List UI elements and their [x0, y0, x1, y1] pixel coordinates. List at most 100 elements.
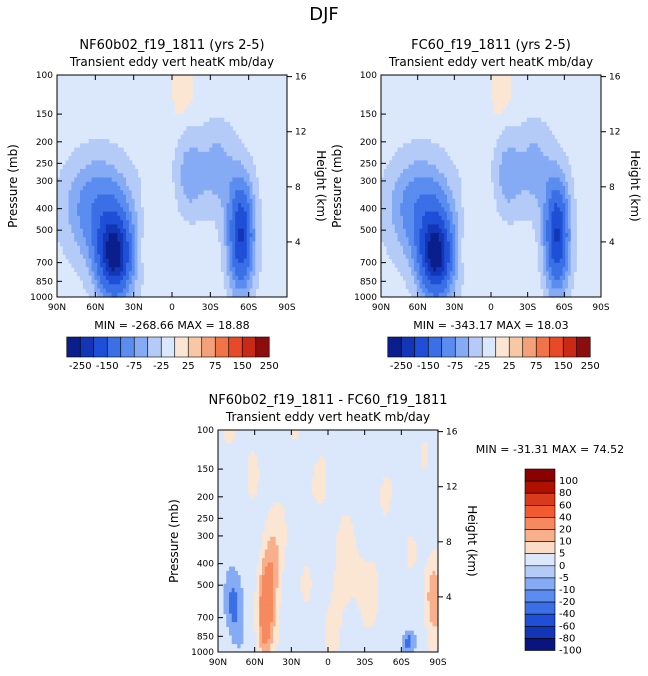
contour-cell: [554, 232, 558, 238]
contour-cell: [414, 156, 418, 161]
y-tick-label: 1000: [30, 293, 53, 303]
contour-cell: [80, 156, 84, 161]
contour-cell: [562, 271, 566, 277]
contour-cell: [559, 267, 564, 272]
contour-cell: [206, 134, 210, 140]
contour-cell: [270, 587, 274, 593]
contour-cell: [212, 130, 216, 136]
contour-cell: [548, 284, 553, 290]
contour-cell: [352, 562, 357, 568]
contour-cell: [551, 232, 555, 238]
contour-cell: [424, 617, 428, 623]
contour-cell: [68, 224, 72, 230]
contour-cell: [557, 207, 561, 213]
contour-cell: [392, 220, 396, 226]
contour-cell: [195, 190, 199, 196]
contour-cell: [262, 562, 266, 568]
contour-cell: [235, 194, 239, 200]
contour-cell: [273, 541, 277, 546]
contour-cell: [264, 553, 269, 559]
contour-cell: [341, 600, 346, 606]
contour-cell: [126, 203, 130, 208]
contour-cell: [223, 130, 228, 136]
contour-cell: [557, 151, 561, 157]
contour-cell: [449, 211, 454, 217]
contour-cell: [258, 203, 262, 208]
contour-cell: [413, 634, 417, 640]
contour-cell: [449, 279, 454, 285]
contour-cell: [123, 279, 127, 285]
contour-cell: [339, 592, 343, 598]
contour-cell: [65, 203, 70, 208]
contour-cell: [235, 173, 239, 179]
contour-cell: [209, 168, 213, 174]
contour-cell: [427, 634, 431, 640]
contour-cell: [540, 164, 544, 170]
contour-cell: [238, 190, 242, 196]
contour-cell: [432, 558, 436, 563]
contour-cell: [407, 536, 412, 542]
contour-cell: [243, 250, 248, 255]
contour-cell: [88, 139, 93, 144]
contour-cell: [427, 609, 431, 615]
contour-cell: [403, 267, 407, 272]
contour-cell: [267, 532, 271, 538]
contour-cell: [524, 164, 528, 170]
contour-cell: [103, 181, 107, 187]
contour-cell: [88, 151, 93, 157]
contour-cell: [77, 147, 81, 153]
contour-cell: [232, 143, 236, 149]
contour-cell: [336, 587, 340, 593]
contour-cell: [325, 643, 329, 649]
contour-cell: [192, 207, 196, 213]
contour-cell: [232, 245, 236, 251]
contour-cell: [195, 181, 199, 187]
contour-cell: [123, 177, 127, 183]
contour-cell: [229, 143, 233, 149]
contour-cell: [546, 262, 550, 268]
contour-cell: [499, 134, 503, 140]
contour-cell: [496, 168, 500, 174]
contour-cell: [65, 224, 70, 230]
contour-cell: [460, 224, 465, 230]
colorbar-box: [120, 336, 135, 358]
contour-cell: [380, 494, 384, 499]
contour-cell: [403, 186, 407, 191]
contour-cell: [433, 258, 437, 264]
contour-cell: [427, 639, 431, 645]
contour-cell: [422, 262, 426, 268]
contour-cell: [241, 194, 245, 200]
contour-cell: [510, 220, 514, 226]
contour-cell: [140, 267, 144, 272]
contour-cell: [392, 211, 396, 217]
contour-cell: [427, 160, 432, 166]
contour-cell: [521, 121, 525, 127]
contour-cell: [68, 207, 72, 213]
contour-cell: [441, 275, 445, 281]
contour-cell: [223, 605, 227, 610]
contour-cell: [496, 207, 500, 213]
contour-cell: [174, 177, 179, 183]
contour-cell: [100, 284, 104, 290]
contour-cell: [438, 279, 443, 285]
contour-cell: [358, 592, 362, 598]
contour-cell: [249, 250, 254, 255]
contour-cell: [246, 203, 251, 208]
contour-cell: [108, 241, 113, 247]
contour-cell: [562, 190, 566, 196]
contour-cell: [449, 194, 454, 200]
contour-cell: [117, 275, 121, 281]
contour-cell: [180, 92, 185, 97]
contour-cell: [126, 250, 130, 255]
contour-cell: [433, 288, 437, 294]
contour-cell: [243, 275, 248, 281]
contour-cell: [559, 237, 564, 243]
contour-cell: [234, 583, 238, 589]
contour-cell: [397, 211, 401, 217]
contour-cell: [526, 173, 531, 179]
contour-cell: [524, 168, 528, 174]
contour-cell: [546, 254, 550, 260]
contour-cell: [414, 258, 418, 264]
contour-cell: [546, 245, 550, 251]
contour-cell: [570, 237, 575, 243]
